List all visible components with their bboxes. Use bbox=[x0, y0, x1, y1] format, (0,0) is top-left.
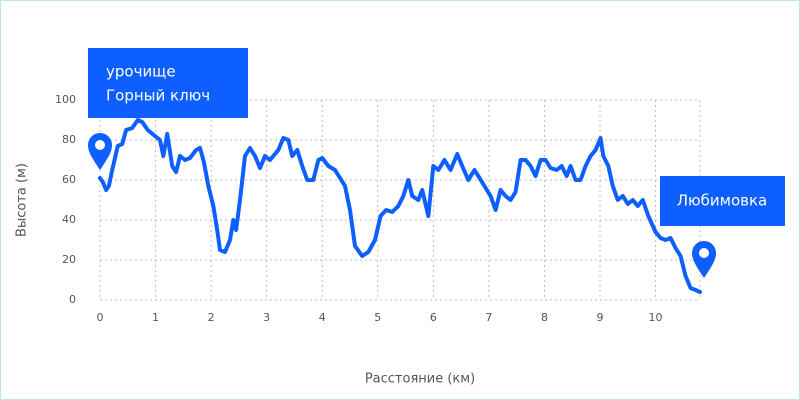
x-tick-label: 7 bbox=[485, 311, 492, 324]
x-tick-label: 1 bbox=[152, 311, 159, 324]
y-tick-label: 40 bbox=[62, 213, 76, 226]
y-tick-label: 80 bbox=[62, 133, 76, 146]
grid: 0 20 40 60 80 100 0 1 2 3 4 5 6 7 8 9 10 bbox=[55, 93, 701, 324]
x-tick-label: 4 bbox=[319, 311, 326, 324]
end-label: Любимовка bbox=[677, 192, 768, 210]
x-tick-label: 8 bbox=[541, 311, 548, 324]
x-tick-label: 6 bbox=[430, 311, 437, 324]
start-label: Горный ключ bbox=[106, 87, 210, 105]
start-label: урочище bbox=[106, 63, 176, 81]
x-axis-label: Расстояние (км) bbox=[365, 372, 475, 387]
y-tick-label: 20 bbox=[62, 253, 76, 266]
y-tick-label: 100 bbox=[55, 93, 76, 106]
x-tick-label: 5 bbox=[374, 311, 381, 324]
x-tick-label: 0 bbox=[97, 311, 104, 324]
elevation-line bbox=[98, 118, 702, 294]
start-pin bbox=[88, 133, 112, 170]
y-axis-label: Высота (м) bbox=[15, 163, 30, 237]
y-tick-label: 0 bbox=[69, 293, 76, 306]
end-pin bbox=[692, 241, 716, 278]
end-label-box: Любимовка bbox=[660, 176, 785, 226]
y-tick-label: 60 bbox=[62, 173, 76, 186]
plot bbox=[98, 118, 702, 294]
start-label-box: урочище Горный ключ bbox=[88, 48, 248, 118]
x-tick-label: 2 bbox=[208, 311, 215, 324]
x-tick-label: 9 bbox=[597, 311, 604, 324]
x-tick-label: 10 bbox=[649, 311, 663, 324]
x-tick-label: 3 bbox=[263, 311, 270, 324]
